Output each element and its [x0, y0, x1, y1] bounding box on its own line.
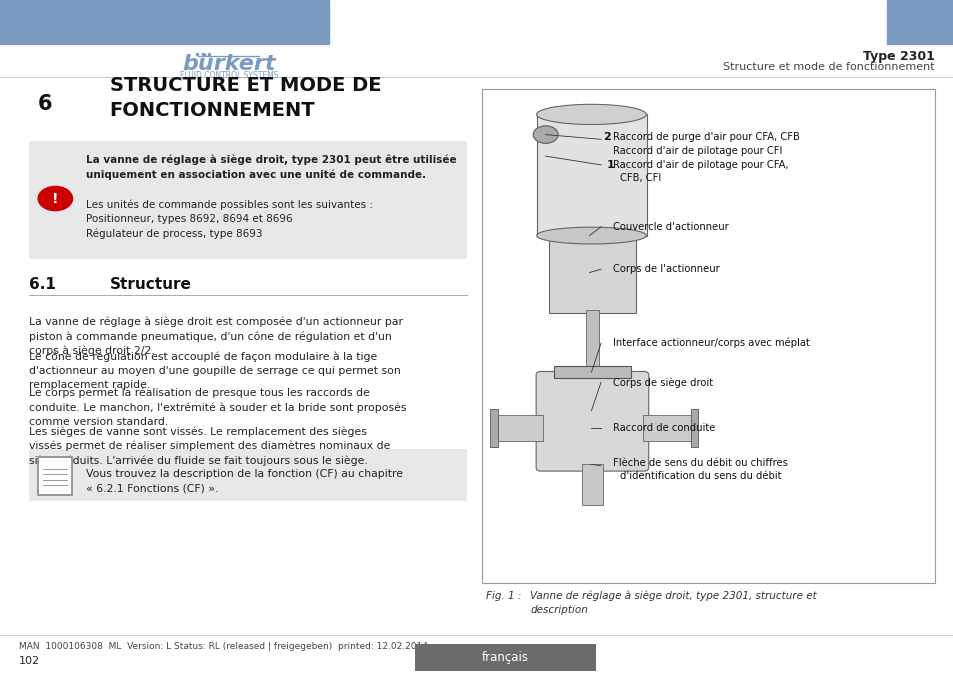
Text: MAN  1000106308  ML  Version: L Status: RL (released | freigegeben)  printed: 12: MAN 1000106308 ML Version: L Status: RL … [19, 641, 428, 651]
Text: Structure: Structure [110, 277, 192, 291]
Text: Raccord d'air de pilotage pour CFA,: Raccord d'air de pilotage pour CFA, [613, 160, 788, 170]
Text: Structure et mode de fonctionnement: Structure et mode de fonctionnement [722, 63, 934, 72]
Text: 6.1: 6.1 [29, 277, 55, 291]
Bar [642, 415, 692, 441]
FancyBboxPatch shape [29, 449, 467, 501]
Bar [581, 464, 602, 505]
Text: FLUID CONTROL SYSTEMS: FLUID CONTROL SYSTEMS [179, 71, 278, 80]
Text: Corps de siège droit: Corps de siège droit [613, 377, 713, 388]
Text: Fig. 1 :: Fig. 1 : [485, 591, 520, 601]
Bar [585, 310, 598, 370]
Text: d'identification du sens du débit: d'identification du sens du débit [619, 472, 781, 481]
FancyBboxPatch shape [38, 457, 71, 495]
Bar [493, 415, 542, 441]
Text: Le cône de régulation est accouplé de façon modulaire à la tige
d'actionneur au : Le cône de régulation est accouplé de fa… [29, 351, 400, 390]
Ellipse shape [536, 104, 646, 125]
FancyBboxPatch shape [537, 114, 646, 236]
Text: Les sièges de vanne sont vissés. Le remplacement des sièges
vissés permet de réa: Les sièges de vanne sont vissés. Le remp… [29, 426, 390, 466]
FancyBboxPatch shape [548, 232, 636, 313]
Text: Vous trouvez la description de la fonction (CF) au chapitre
« 6.2.1 Fonctions (C: Vous trouvez la description de la foncti… [86, 469, 402, 493]
Text: Raccord de purge d'air pour CFA, CFB: Raccord de purge d'air pour CFA, CFB [613, 132, 800, 141]
Text: Corps de l'actionneur: Corps de l'actionneur [613, 264, 720, 274]
Text: Le corps permet la réalisation de presque tous les raccords de
conduite. Le manc: Le corps permet la réalisation de presqu… [29, 388, 406, 427]
Text: Interface actionneur/corps avec méplat: Interface actionneur/corps avec méplat [613, 338, 809, 349]
Text: STRUCTURE ET MODE DE
FONCTIONNEMENT: STRUCTURE ET MODE DE FONCTIONNEMENT [110, 75, 381, 120]
Text: Raccord de conduite: Raccord de conduite [613, 423, 715, 433]
FancyBboxPatch shape [29, 141, 467, 259]
Text: !: ! [52, 192, 58, 205]
Text: Couvercle d'actionneur: Couvercle d'actionneur [613, 222, 728, 232]
Bar [0, 0, 329, 44]
Text: 1: 1 [606, 160, 614, 170]
Text: La vanne de réglage à siège droit, type 2301 peut être utilisée
uniquement en as: La vanne de réglage à siège droit, type … [86, 155, 456, 180]
Text: 102: 102 [19, 656, 40, 666]
Text: français: français [481, 651, 529, 664]
FancyBboxPatch shape [481, 89, 934, 583]
Text: Les unités de commande possibles sont les suivantes :
Positionneur, types 8692, : Les unités de commande possibles sont le… [86, 200, 373, 239]
Text: Vanne de réglage à siège droit, type 2301, structure et
description: Vanne de réglage à siège droit, type 230… [530, 591, 817, 615]
Bar [490, 409, 497, 447]
Ellipse shape [536, 227, 646, 244]
Text: Type 2301: Type 2301 [862, 50, 934, 63]
Circle shape [533, 126, 558, 143]
Text: 6: 6 [38, 94, 52, 114]
Bar [690, 409, 698, 447]
Text: bürkert: bürkert [182, 54, 275, 74]
Text: CFB, CFI: CFB, CFI [619, 174, 660, 183]
FancyBboxPatch shape [536, 371, 648, 471]
FancyBboxPatch shape [554, 366, 630, 378]
Circle shape [38, 186, 72, 211]
Text: Raccord d'air de pilotage pour CFI: Raccord d'air de pilotage pour CFI [613, 146, 782, 155]
Text: La vanne de réglage à siège droit est composée d'un actionneur par
piston à comm: La vanne de réglage à siège droit est co… [29, 316, 402, 356]
Text: Flèche de sens du débit ou chiffres: Flèche de sens du débit ou chiffres [613, 458, 787, 468]
FancyBboxPatch shape [415, 644, 596, 671]
Text: 2: 2 [602, 132, 610, 141]
Bar [886, 0, 953, 44]
